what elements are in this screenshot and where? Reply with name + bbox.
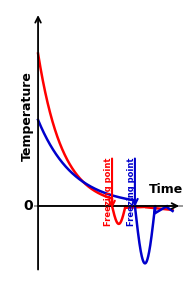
Text: Time: Time [148,183,183,196]
Text: Freezing point: Freezing point [104,157,113,226]
Text: Freezing point: Freezing point [127,157,136,226]
Text: Temperature: Temperature [21,71,34,161]
Text: 0: 0 [23,199,33,213]
